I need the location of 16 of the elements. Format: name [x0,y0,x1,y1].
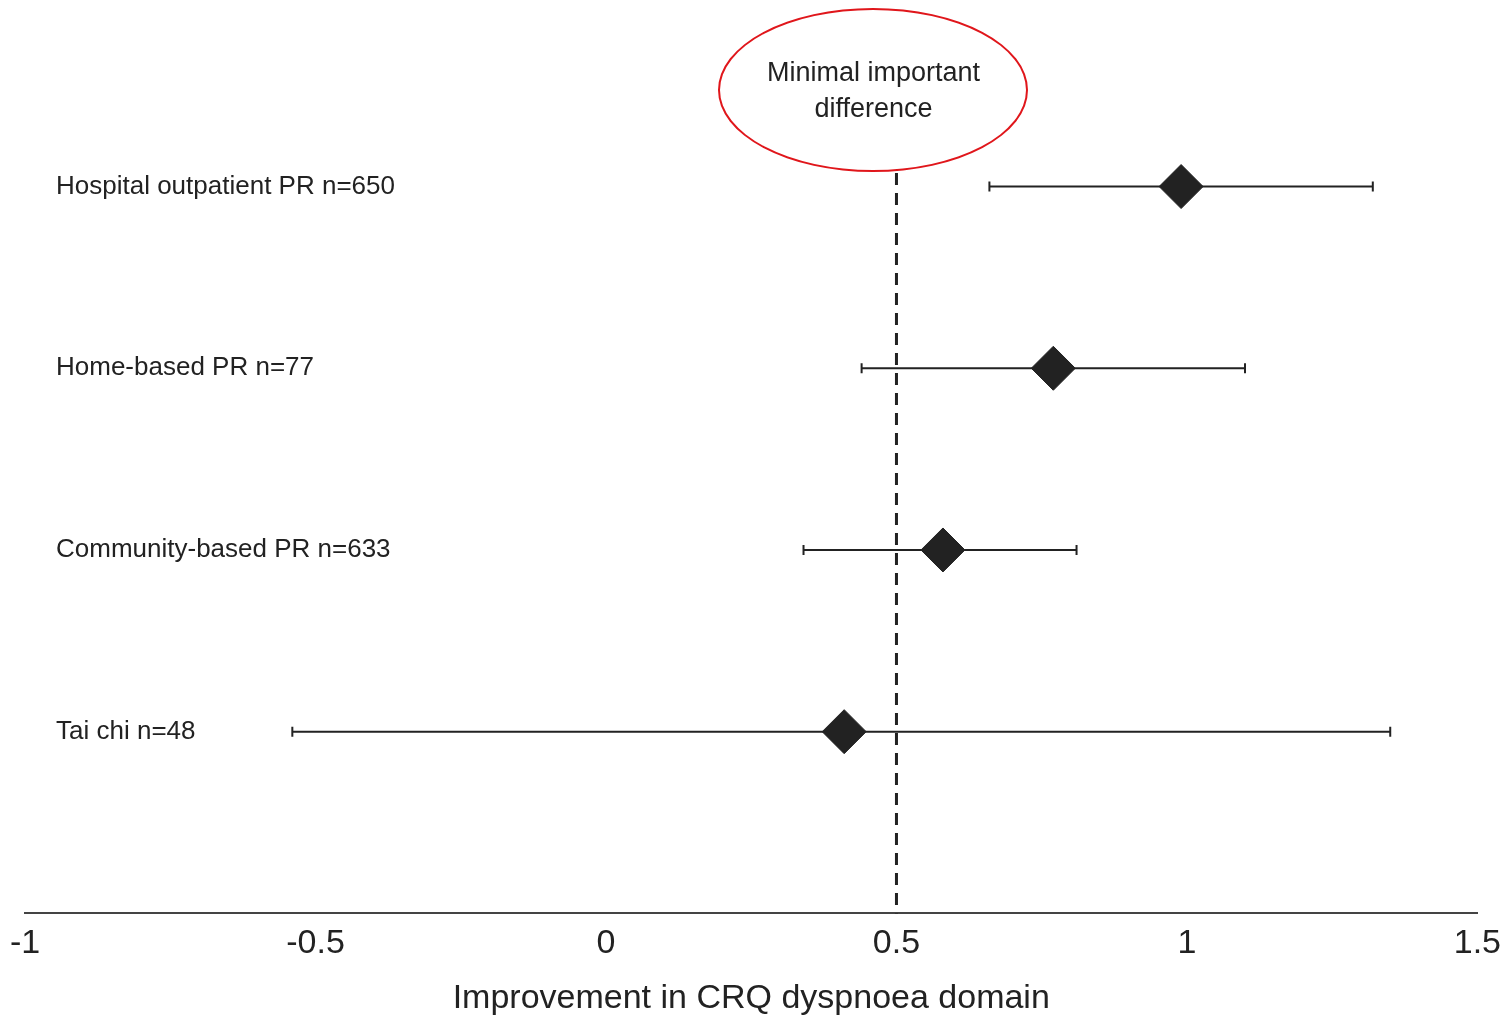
ellipse-outline: Minimal important difference [718,8,1029,172]
point [821,709,867,755]
x-tick-label: 1.5 [1453,922,1501,961]
x-axis-title: Improvement in CRQ dyspnoea domain [452,976,1050,1015]
point [1158,164,1204,210]
x-tick-label: -1 [10,922,41,961]
y-tick-label: Community-based PR n=633 [56,533,391,564]
x-tick-label: -0.5 [286,922,345,961]
y-tick-label: Hospital outpatient PR n=650 [56,169,395,200]
x-tick-label: 0 [596,922,616,961]
point [1030,345,1076,391]
y-tick-label: Tai chi n=48 [56,714,196,745]
x-tick-label: 1 [1177,922,1197,961]
point [920,527,966,573]
y-tick-label: Home-based PR n=77 [56,351,314,382]
x-tick-label: 0.5 [872,922,921,961]
